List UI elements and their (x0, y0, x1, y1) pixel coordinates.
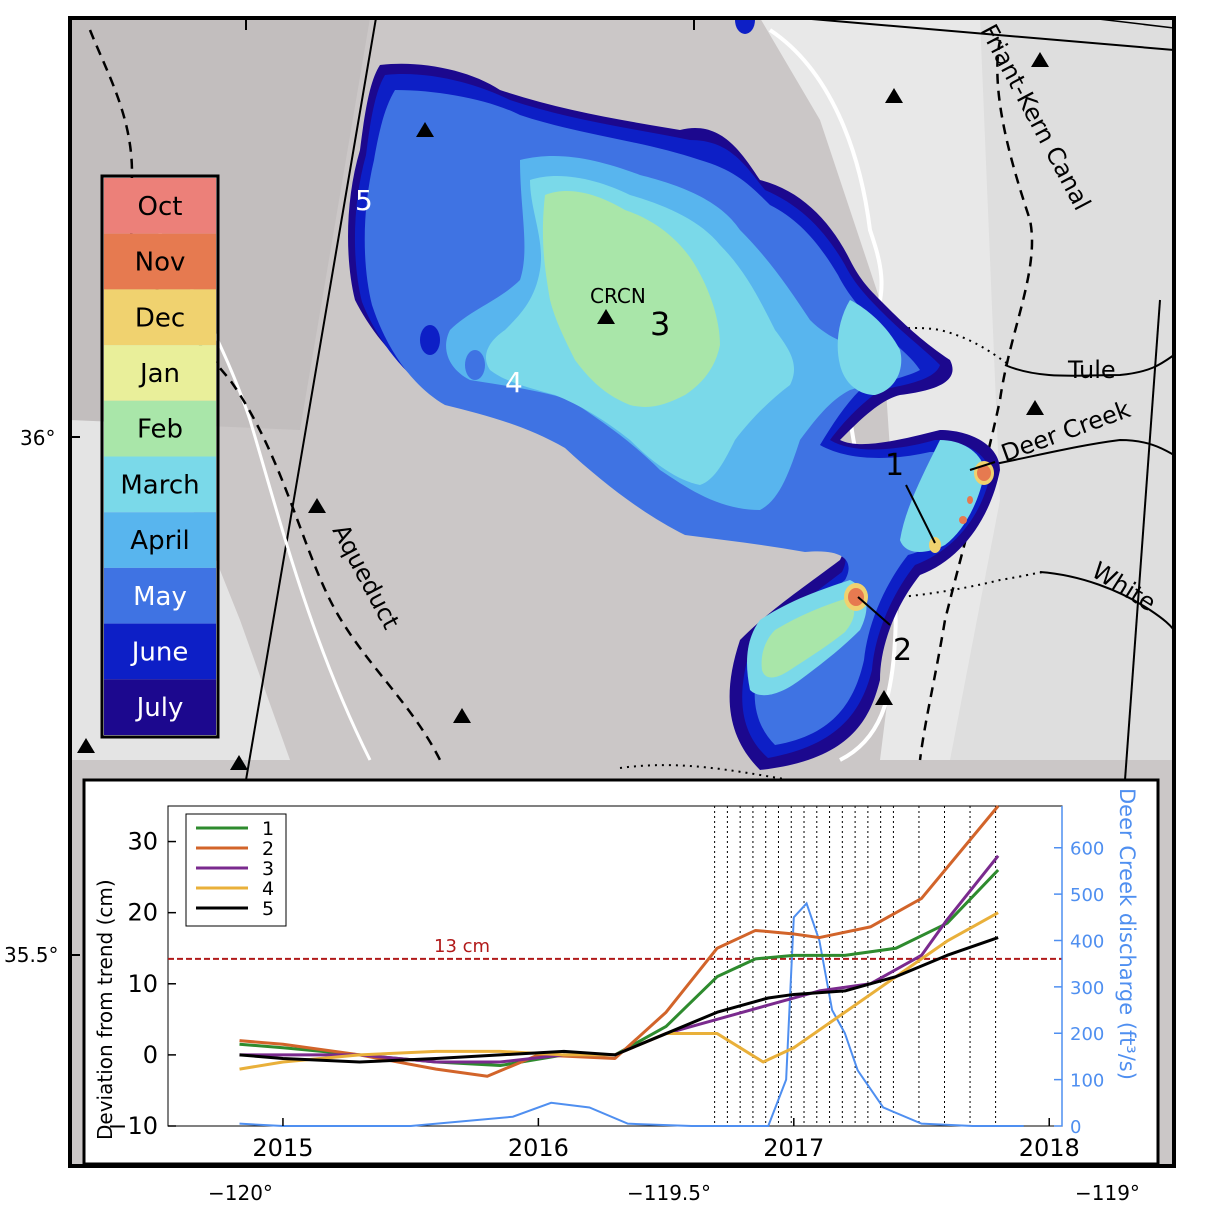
y2-tick-label: 200 (1070, 1024, 1104, 1045)
site-number-4: 4 (505, 366, 523, 399)
y-tick-label: 0 (143, 1041, 158, 1069)
x-tick-label: 2015 (252, 1134, 313, 1162)
y2-tick-label: 500 (1070, 885, 1104, 906)
y2-tick-label: 300 (1070, 978, 1104, 999)
basemap (70, 18, 1174, 1166)
legend-label-june: June (130, 637, 189, 667)
legend-label-may: May (133, 582, 187, 612)
legend-label-feb: Feb (137, 415, 183, 445)
x-tick-label: 2016 (508, 1134, 569, 1162)
legend-swatch-may (104, 567, 216, 624)
legend-label-dec: Dec (135, 303, 185, 333)
subsidence-contours (348, 18, 1000, 770)
y2-tick-label: 0 (1070, 1117, 1081, 1138)
y2-tick-label: 600 (1070, 839, 1104, 860)
y2-tick-label: 100 (1070, 1071, 1104, 1092)
legend-swatch-nov (104, 233, 216, 290)
site-number-5: 5 (355, 184, 373, 217)
station-label-crcn: CRCN (590, 284, 646, 308)
site-number-1: 1 (885, 448, 904, 483)
legend-label-march: March (120, 470, 199, 500)
lat-label-36: 36° (20, 426, 55, 450)
lat-label-35-5: 35.5° (4, 943, 59, 967)
legend-series-label: 2 (262, 838, 274, 860)
y-tick-label: −10 (107, 1112, 158, 1140)
threshold-label: 13 cm (434, 936, 490, 957)
y-tick-label: 20 (127, 899, 158, 927)
legend-series-label: 5 (262, 898, 274, 920)
legend-swatch-feb (104, 400, 216, 457)
deviation-chart: 2015 2016 2017 20183020100−1060050040030020… (82, 778, 1160, 1166)
legend-swatch-april (104, 512, 216, 568)
y2-axis-label: Deer Creek discharge (ft³/s) (1115, 788, 1139, 1080)
y-axis-label: Deviation from trend (cm) (93, 879, 117, 1140)
legend-series-label: 4 (262, 878, 274, 900)
lon-label-120: −120° (208, 1181, 273, 1205)
legend-series-label: 3 (262, 858, 274, 880)
legend-series-label: 1 (262, 818, 274, 840)
y-tick-label: 10 (127, 970, 158, 998)
legend-swatch-dec (104, 289, 216, 346)
legend-swatch-jan (104, 345, 216, 401)
lon-label-119-5: −119.5° (627, 1181, 711, 1205)
legend-swatch-oct (104, 178, 216, 234)
legend-label-nov: Nov (135, 248, 186, 278)
y2-tick-label: 400 (1070, 931, 1104, 952)
lon-label-119: −119° (1075, 1181, 1140, 1205)
series-line-5 (239, 936, 999, 1064)
y-tick-label: 30 (127, 828, 158, 856)
gps-stations (77, 52, 1049, 770)
site-number-2: 2 (893, 633, 912, 668)
river-label-tule: Tule (1067, 356, 1116, 384)
site-number-3: 3 (650, 305, 670, 343)
x-tick-label: 2018 (1019, 1134, 1080, 1162)
legend-swatch-march (104, 456, 216, 513)
legend-swatch-june (104, 623, 216, 680)
legend-label-oct: Oct (138, 192, 183, 222)
legend-label-april: April (130, 526, 189, 556)
legend-label-jan: Jan (138, 359, 180, 389)
x-tick-label: 2017 (763, 1134, 824, 1162)
legend-label-july: July (135, 693, 184, 723)
legend-swatch-july (104, 679, 216, 735)
month-legend: Oct Nov Dec Jan Feb March April May June July (100, 174, 220, 739)
